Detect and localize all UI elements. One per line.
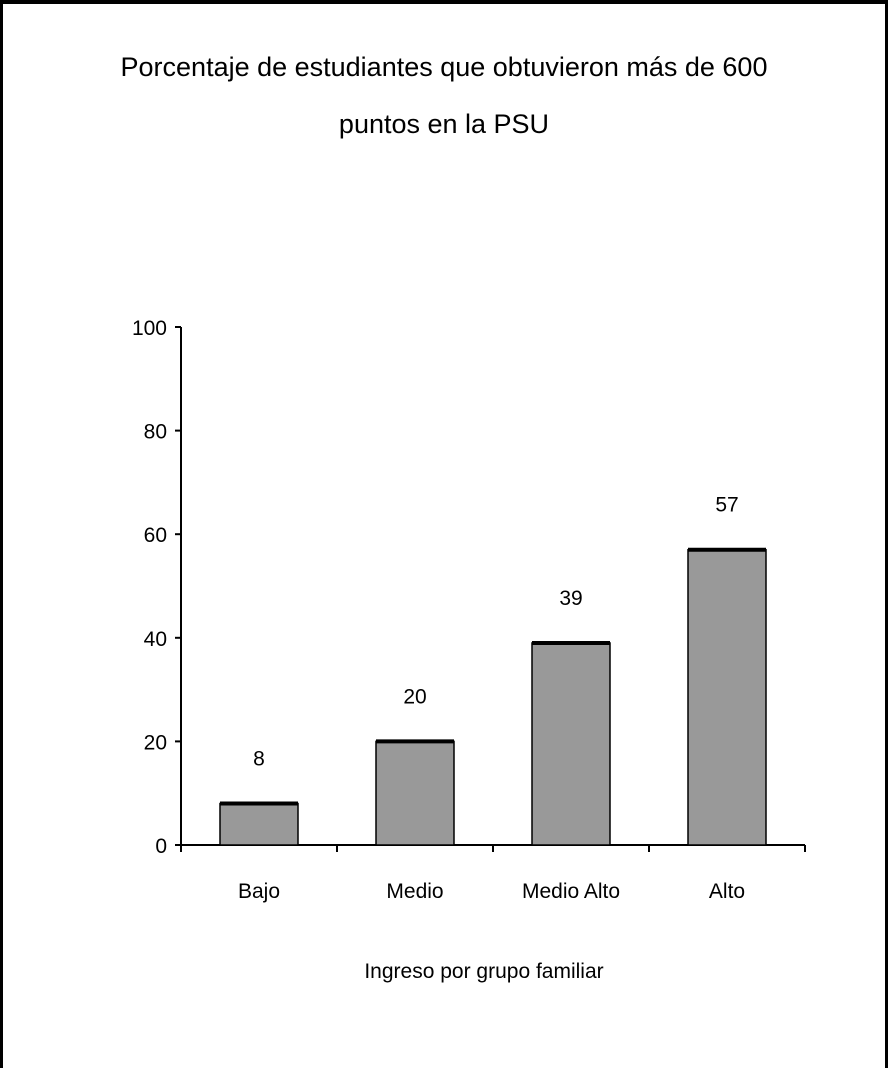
chart-title-line-2: puntos en la PSU (339, 109, 549, 139)
data-label: 20 (403, 685, 426, 708)
bar (531, 642, 611, 846)
bar (687, 548, 767, 846)
y-tick-label: 40 (144, 628, 167, 651)
labels: 8 Bajo 20 Medio 39 Medio Alto 57 Alto (238, 494, 745, 903)
bar (219, 802, 299, 846)
y-tick-label: 80 (144, 421, 167, 444)
x-category-label: Medio (386, 880, 443, 903)
y-tick-label: 0 (155, 835, 167, 858)
bars (219, 547, 767, 846)
y-tick-label: 100 (132, 317, 167, 340)
x-category-label: Medio Alto (522, 880, 620, 903)
data-label: 8 (253, 748, 265, 771)
y-tick-label: 60 (144, 524, 167, 547)
data-label: 57 (715, 494, 738, 517)
x-axis-title: Ingreso por grupo familiar (364, 960, 603, 983)
y-tick-label: 20 (144, 731, 167, 754)
bar (375, 740, 455, 846)
x-category-label: Alto (709, 880, 745, 903)
data-label: 39 (559, 587, 582, 610)
x-category-label: Bajo (238, 880, 280, 903)
chart-title-line-1: Porcentaje de estudiantes que obtuvieron… (121, 52, 768, 82)
